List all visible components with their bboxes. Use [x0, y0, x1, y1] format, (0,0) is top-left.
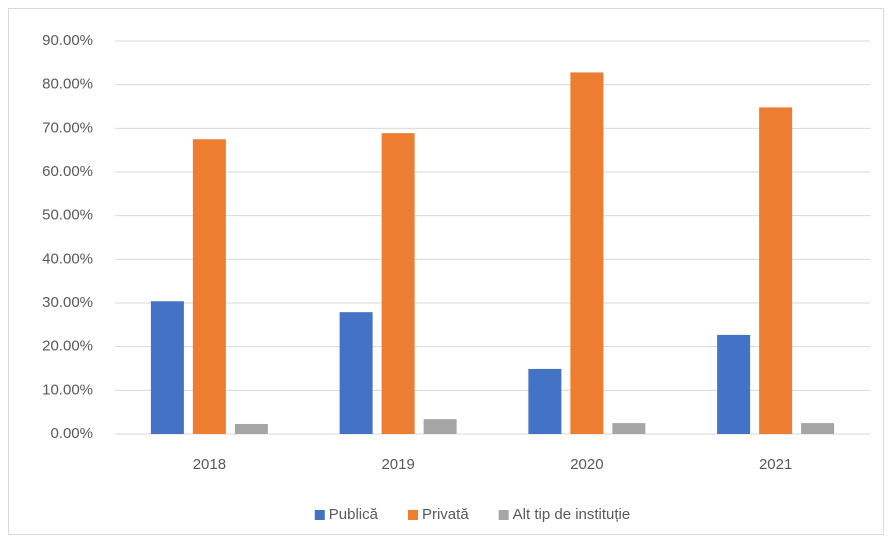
bar — [717, 334, 751, 434]
legend-swatch — [314, 510, 325, 520]
y-tick-label: 70.00% — [42, 119, 93, 136]
y-tick-label: 90.00% — [42, 32, 93, 49]
legend-label: Alt tip de instituție — [513, 506, 631, 523]
bar — [423, 419, 457, 434]
legend-swatch — [498, 510, 509, 520]
bar — [339, 312, 373, 434]
bar — [801, 423, 835, 434]
y-tick-label: 20.00% — [42, 338, 93, 355]
legend: Publică Privată Alt tip de instituție — [314, 506, 631, 523]
y-tick-label: 30.00% — [42, 294, 93, 311]
bar — [192, 139, 226, 434]
bar — [150, 301, 184, 434]
chart-frame — [8, 8, 884, 535]
y-tick-label: 10.00% — [42, 381, 93, 398]
x-tick-label: 2021 — [759, 456, 792, 473]
bar — [234, 423, 268, 434]
bar — [759, 107, 793, 434]
bar — [612, 423, 646, 434]
legend-label: Publică — [329, 506, 379, 523]
x-tick-label: 2019 — [381, 456, 414, 473]
y-tick-label: 0.00% — [50, 425, 93, 442]
x-tick-label: 2020 — [570, 456, 603, 473]
y-tick-label: 50.00% — [42, 207, 93, 224]
legend-swatch — [407, 510, 418, 520]
bar — [570, 72, 604, 434]
legend-label: Privată — [422, 506, 469, 523]
bar — [381, 133, 415, 435]
y-tick-label: 60.00% — [42, 163, 93, 180]
bar — [528, 368, 562, 434]
x-tick-label: 2018 — [193, 456, 226, 473]
y-tick-label: 40.00% — [42, 250, 93, 267]
y-tick-label: 80.00% — [42, 76, 93, 93]
